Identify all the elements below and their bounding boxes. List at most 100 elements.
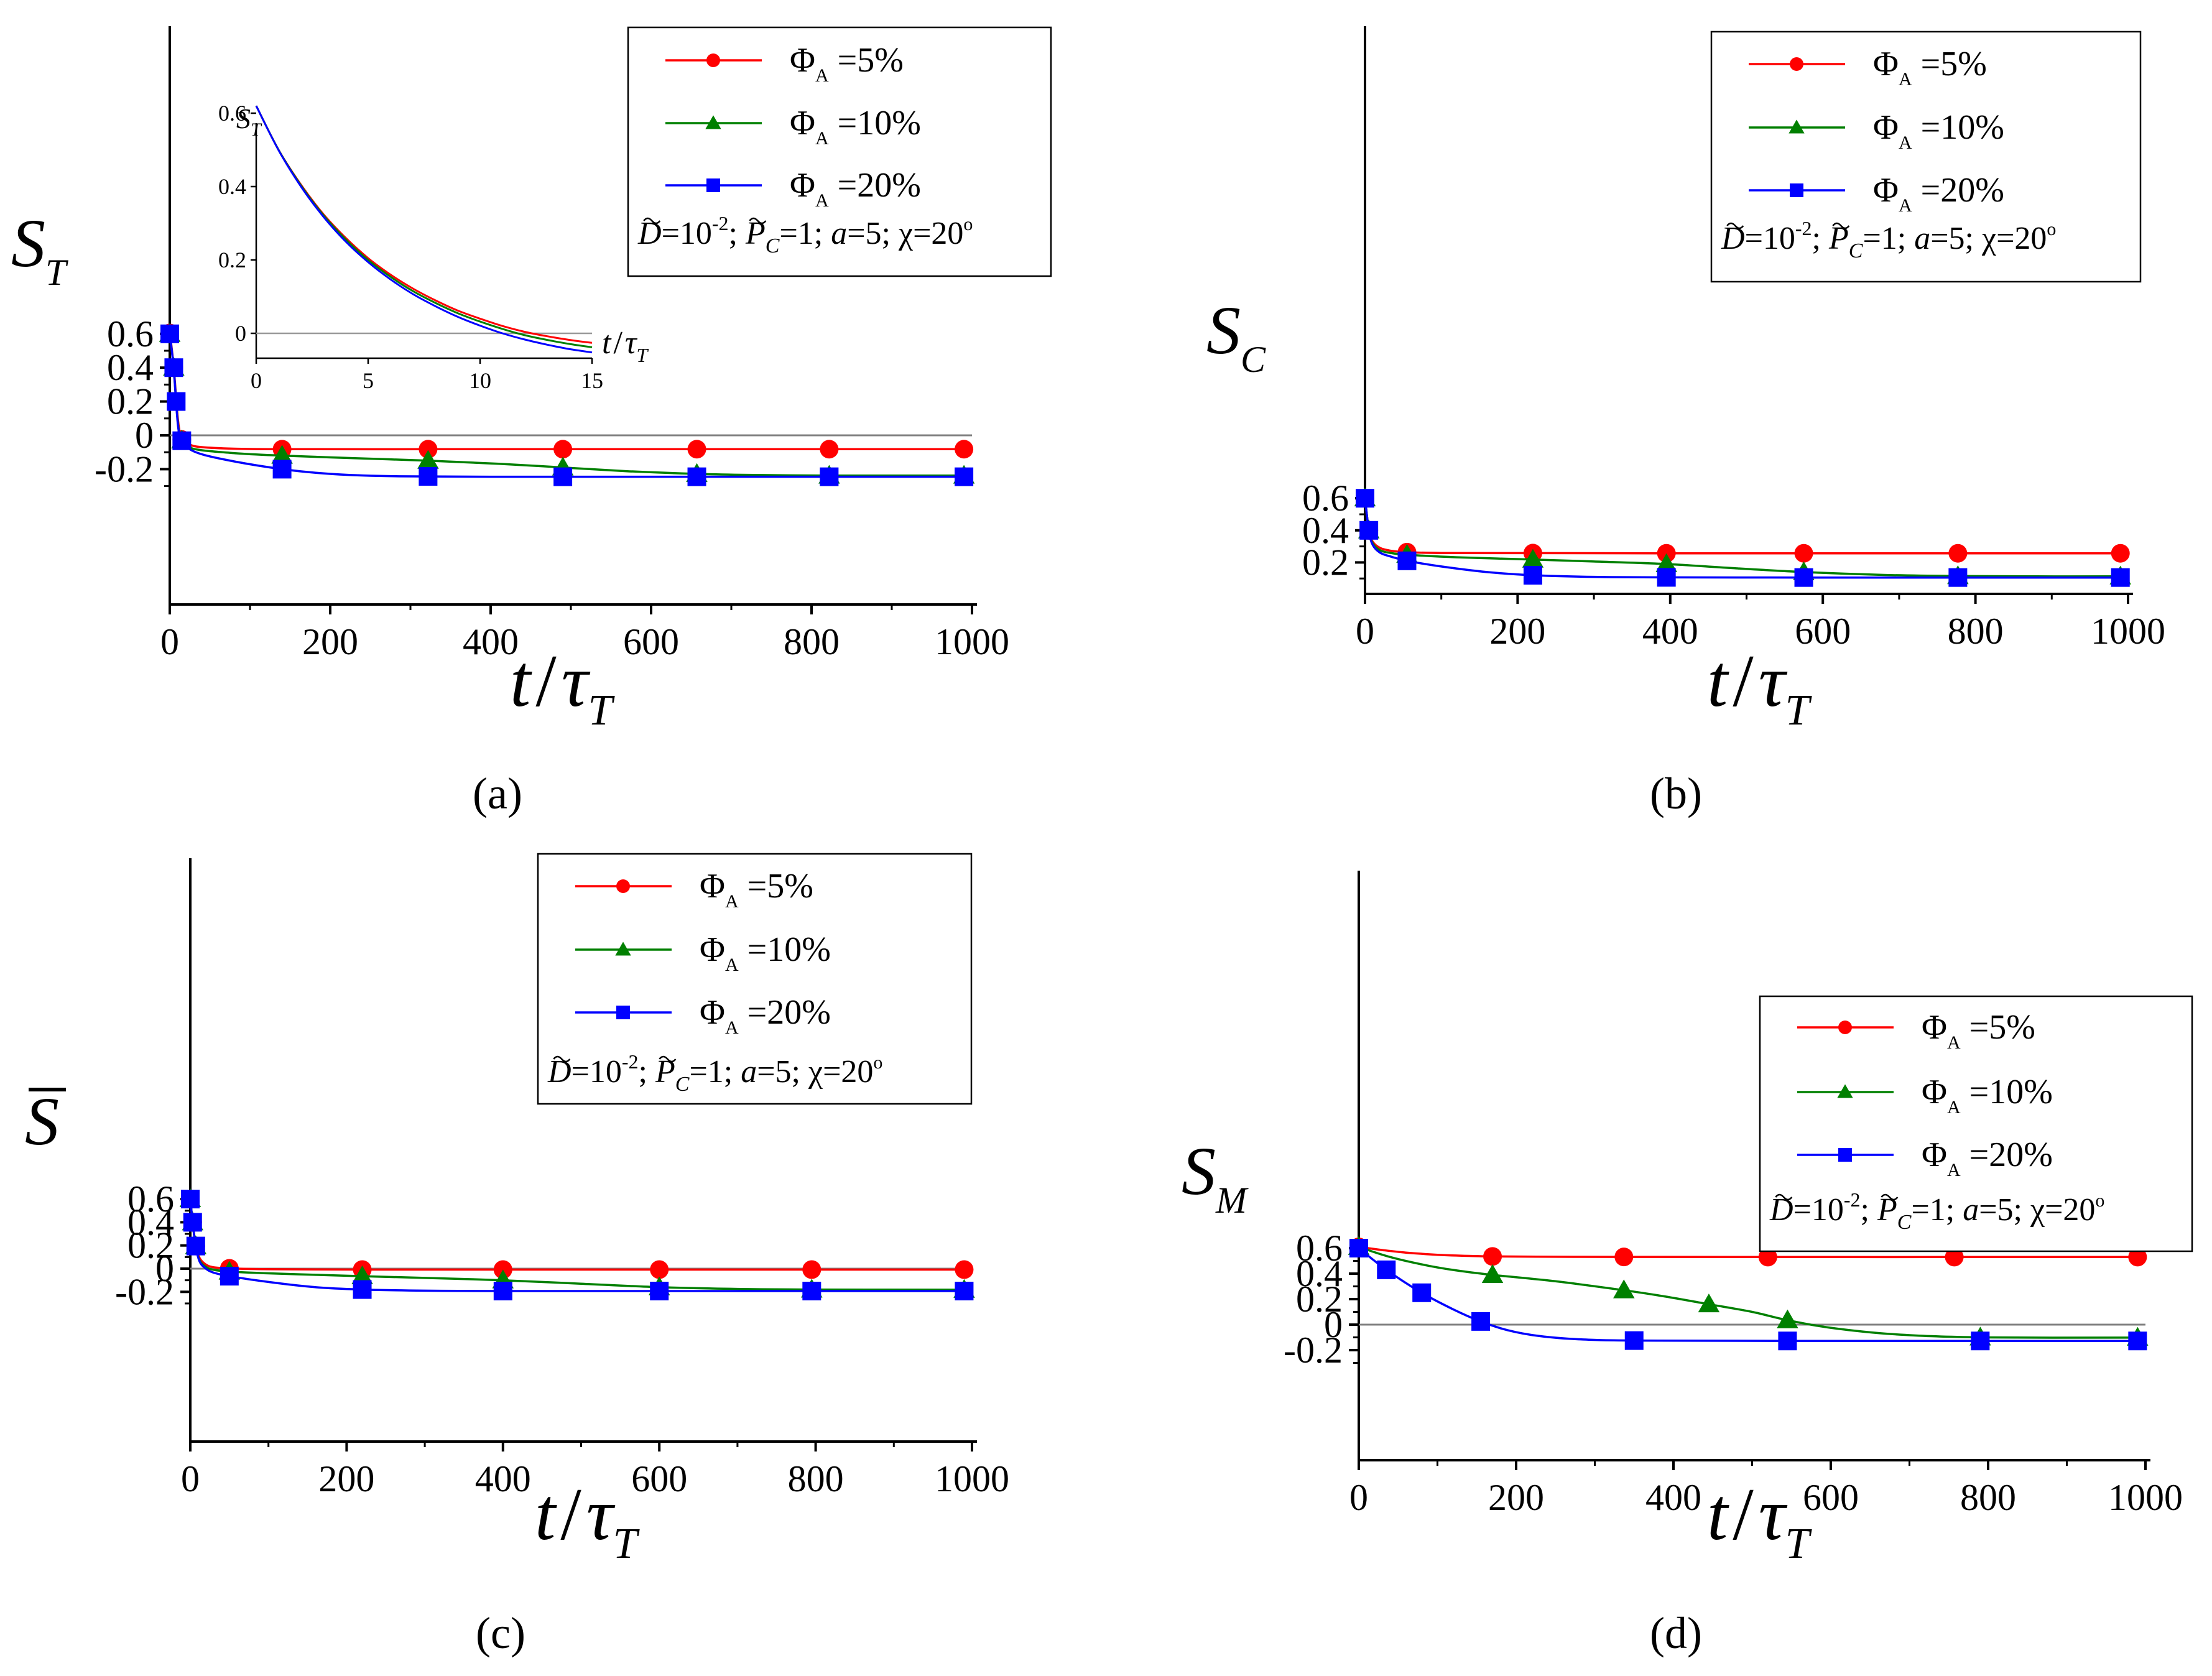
series-line-1 [1358,1246,2138,1259]
x-tick-label: 0 [160,621,179,662]
legend-phi: Φ [700,993,725,1032]
data-point-marker [2128,1331,2147,1351]
legend-value: =20% [1921,171,2004,210]
legend-phi: Φ [1873,45,1899,83]
data-point-marker [2111,568,2130,587]
note-eq2: =1; [1911,1192,1963,1228]
legend-marker-2 [615,942,631,956]
data-point-marker [1758,1248,1777,1267]
y-tick-label: 0.4 [127,1201,174,1243]
x-tick-label: 400 [475,1458,531,1499]
y-axis-label-sub: C [1241,339,1266,380]
y-tick-label: 0.4 [107,347,154,388]
x-tick-label: 600 [623,621,679,662]
inset-series-line-3 [255,105,593,354]
legend-box [1759,995,2193,1252]
panel-label: (a) [473,769,522,818]
x-tick-label: 0 [181,1458,200,1499]
legend-value: =10% [838,104,921,142]
data-point-marker [164,358,183,377]
data-point-marker [419,467,438,486]
data-point-marker [802,1260,821,1279]
x-tick-label: 200 [1489,611,1545,652]
y-tick-label: 0.2 [1302,542,1349,583]
x-tick-label: 600 [1795,611,1851,652]
data-point-marker [650,1281,669,1300]
y-tick-label: 0.6 [127,1178,174,1220]
inset-y-tick-label: 0.2 [218,248,246,272]
y-tick-label: 0.2 [107,381,154,422]
note-chi: χ=20 [1981,221,2047,256]
legend-entry-3: ΦA =20% [1922,1136,2053,1180]
note-exp: -2 [1795,217,1812,239]
y-axis-label: S [25,1083,59,1159]
note-deg: o [2095,1190,2104,1211]
tilde-accent [1832,222,1850,229]
x-tick-label: 1000 [2108,1477,2183,1518]
x-axis-label-tau-sub: T [588,687,616,734]
x-tick-label: 1000 [2091,611,2165,652]
data-point-marker [186,1236,205,1256]
note-exp: -2 [622,1050,639,1073]
inset-x-label-t: t [602,325,612,361]
legend-marker-2 [1837,1084,1853,1098]
data-point-marker [820,440,839,459]
note-exp: -2 [1844,1188,1861,1211]
legend-marker-3 [1838,1148,1852,1162]
legend-value: =5% [1921,45,1987,83]
legend-phi: Φ [1922,1008,1947,1047]
x-axis-label-tau-sub: T [613,1520,641,1568]
data-point-marker [553,440,573,459]
data-point-marker [1971,1331,1990,1351]
legend-phi-sub: A [1899,69,1912,90]
data-point-marker [1614,1248,1634,1267]
legend-value: =10% [1921,108,2004,147]
legend-entry-1: ΦA =5% [790,41,904,86]
legend-phi-sub: A [1947,1160,1961,1180]
y-tick-label: 0 [1324,1304,1343,1345]
x-tick-label: 400 [1642,611,1698,652]
panel-label-text: (d) [1650,1608,1702,1658]
data-point-marker [353,1280,372,1299]
data-point-marker [1483,1247,1502,1266]
data-point-marker [351,1265,373,1285]
note-P-sub: C [1849,239,1863,262]
inset-x-tick-label: 10 [469,368,491,393]
note-a: a [1963,1192,1979,1228]
x-tick-label: 1000 [935,621,1009,662]
note-semi: ; [1812,221,1829,256]
x-axis-label: t/τT [510,639,616,734]
inset-x-label-slash: / [613,325,622,361]
x-axis-label-slash: / [1733,639,1754,722]
y-axis-label-sub: M [1215,1180,1249,1221]
legend-entry-2: ΦA =10% [700,930,831,975]
data-point-marker [650,1260,669,1279]
data-point-marker [802,1281,821,1300]
note-P: P [1877,1192,1897,1228]
note-semi: ; [1861,1192,1877,1228]
x-axis-label-tau: τ [562,639,591,722]
note-deg: o [873,1052,882,1073]
note-semi: ; [729,216,746,251]
x-tick-label: 600 [631,1458,687,1499]
data-point-marker [820,467,839,486]
note-a: a [741,1054,757,1090]
note-D: D [547,1054,572,1090]
legend-marker-1 [616,879,630,893]
data-point-marker [1523,566,1542,585]
note-D: D [1721,221,1745,256]
data-point-marker [955,440,974,459]
data-point-marker [1777,1309,1798,1328]
note-eq3: =5; [757,1054,808,1090]
data-point-marker [160,324,179,343]
legend-marker-1 [706,53,720,67]
x-tick-label: 800 [1960,1477,2016,1518]
x-axis-label: t/τT [1707,639,1813,734]
note-P: P [1828,221,1849,256]
note-chi: χ=20 [2030,1192,2095,1228]
data-point-marker [181,1190,200,1209]
